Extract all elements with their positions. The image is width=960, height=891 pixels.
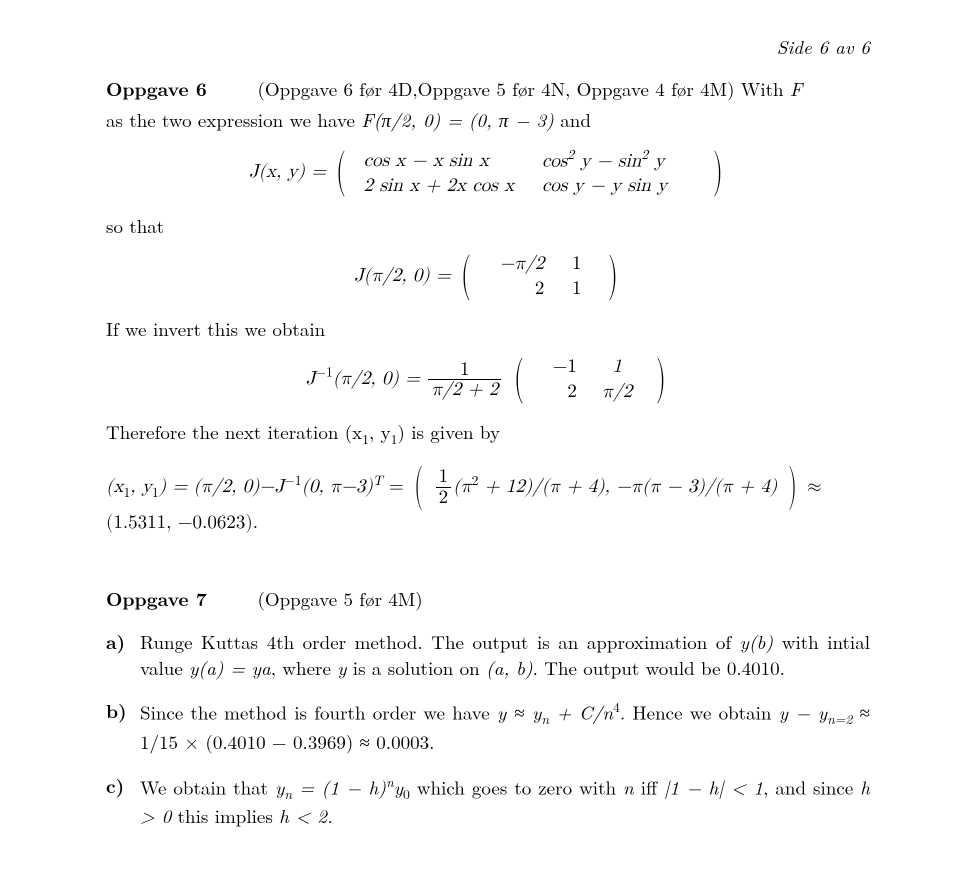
c-t2: which goes to zero with (410, 773, 623, 800)
problem-7-heading: Oppgave 7 (Oppgave 5 før 4M) (106, 586, 870, 612)
item-body-a: Runge Kuttas 4th order method. The outpu… (140, 629, 870, 680)
eq3-lhs-j: J (306, 369, 316, 388)
b-t1: Since the method is fourth order we have (140, 699, 497, 726)
a-t3: , where (271, 654, 338, 681)
paren-open-icon: ( (336, 148, 346, 194)
eq4-a: (x (106, 477, 123, 496)
eq4-c: ) = (π/2, 0)−J (159, 477, 284, 496)
problem-7-b: b) Since the method is fourth order we h… (106, 698, 870, 754)
problem-6-intro: Oppgave 6 (Oppgave 6 før 4D,Oppgave 5 fø… (106, 76, 870, 102)
page-header: Side 6 av 6 (106, 34, 870, 60)
fraction-2: 1 2 (436, 467, 452, 508)
item-body-b: Since the method is fourth order we have… (140, 698, 870, 754)
intro-and: and (554, 106, 591, 133)
a-yb: y(b) (740, 628, 774, 655)
eq4-g: + 12)/(π + 4), −π(π − 3)/(π + 4) (478, 477, 777, 496)
problem-6-intro-line2: as the two expression we have F(π/2, 0) … (106, 107, 870, 133)
m3-21: 2 (535, 380, 583, 405)
frac1-num: 1 (428, 360, 501, 380)
item-body-c: We obtain that yn = (1 − h)ny0 which goe… (140, 773, 870, 829)
b-eq2: y − y (779, 699, 827, 726)
m1-11: cos x − x sin x (358, 149, 530, 174)
m1-12: cos2 y − sin2 y (536, 147, 702, 174)
problem-7-a: a) Runge Kuttas 4th order method. The ou… (106, 629, 870, 680)
paren-close-icon: ) (713, 148, 723, 194)
c-eq1b: = (1 − h) (292, 773, 386, 800)
problem-6-note: (Oppgave 6 før 4D,Oppgave 5 før 4N, Oppg… (257, 75, 789, 102)
a-ya: y(a) = ya (189, 654, 271, 681)
c-t3: iff (634, 773, 664, 800)
item-label-c: c) (106, 773, 140, 829)
paren-open-icon: ( (461, 252, 471, 298)
F-symbol: F (790, 75, 802, 102)
matrix-3: −1 1 2 π/2 (535, 355, 645, 404)
therefore-line: Therefore the next iteration (x1, y1) is… (106, 419, 870, 448)
m2-21: 2 (482, 277, 550, 302)
equation-jacobian-pi2: J(π/2, 0) = ( −π/2 1 2 1 ) (106, 252, 870, 301)
a-ab: (a, b) (486, 654, 533, 681)
a-t5: . The output would be 0.4010. (533, 654, 785, 681)
eq2-lhs: J(π/2, 0) = (354, 266, 457, 285)
intro-cont: as the two expression we have (106, 106, 361, 133)
item-label-b: b) (106, 698, 140, 754)
intro-eq: F(π/2, 0) = (0, π − 3) (361, 106, 554, 133)
c-yn: y (275, 773, 284, 800)
a-t1: Runge Kuttas 4th order method. The outpu… (140, 628, 740, 655)
m1-22: cos y − y sin y (536, 174, 702, 199)
m1-21: 2 sin x + 2x cos x (358, 174, 530, 199)
a-t4: is a solution on (346, 654, 486, 681)
therefore-b: , y (369, 418, 391, 445)
eq4-f: (π (453, 477, 472, 496)
frac1-den: π/2 + 2 (428, 379, 501, 400)
m2-11: −π/2 (482, 252, 550, 277)
m2-22: 1 (557, 277, 597, 302)
c-t4: , and since (763, 773, 860, 800)
equation-jacobian-inv: J −1 (π/2, 0) = 1 π/2 + 2 ( −1 1 2 π/2 ) (106, 355, 870, 404)
frac2-den: 2 (436, 487, 452, 508)
c-abs: |1 − h| < 1 (664, 773, 763, 800)
paren-close-icon: ) (657, 355, 667, 401)
equation-iteration: (x1, y1) = (π/2, 0)−J−1(0, π−3)T = ( 1 2… (106, 466, 870, 536)
matrix-1: cos x − x sin x cos2 y − sin2 y 2 sin x … (358, 147, 702, 199)
fraction-1: 1 π/2 + 2 (428, 360, 501, 401)
problem-6-label: Oppgave 6 (106, 74, 207, 102)
problem-7-label: Oppgave 7 (106, 584, 207, 612)
problem-7-c: c) We obtain that yn = (1 − h)ny0 which … (106, 773, 870, 829)
eq4-b: , y (130, 477, 152, 496)
c-t1: We obtain that (140, 773, 275, 800)
m2-12: 1 (557, 252, 597, 277)
big-paren-open-icon: ( (414, 464, 423, 508)
if-we-invert: If we invert this we obtain (106, 316, 870, 342)
frac2-num: 1 (436, 467, 452, 487)
eq4-d: (0, π−3) (302, 477, 373, 496)
therefore-c: ) is given by (397, 418, 500, 445)
therefore-a: Therefore the next iteration (x (106, 418, 362, 445)
big-paren-close-icon: ) (788, 464, 797, 508)
equation-jacobian-xy: J(x, y) = ( cos x − x sin x cos2 y − sin… (106, 147, 870, 199)
c-n: n (623, 773, 634, 800)
m3-11: −1 (535, 355, 583, 380)
b-eq1: y ≈ y (497, 699, 541, 726)
item-label-a: a) (106, 629, 140, 680)
eq3-lhs-rest: (π/2, 0) = (333, 369, 426, 388)
m3-22: π/2 (589, 380, 645, 405)
c-hlt2: h < 2. (279, 802, 333, 829)
m3-12: 1 (589, 355, 645, 380)
c-y0: y (394, 773, 403, 800)
eq4-e: = (383, 477, 410, 496)
paren-open-icon: ( (514, 355, 524, 401)
problem-7-note: (Oppgave 5 før 4M) (257, 585, 422, 612)
c-t5: this implies (171, 802, 279, 829)
b-eq1b: + C/n (549, 699, 613, 726)
paren-close-icon: ) (608, 252, 618, 298)
eq1-lhs: J(x, y) = (249, 162, 333, 181)
b-t2: . Hence we obtain (620, 699, 779, 726)
document-page: Side 6 av 6 Oppgave 6 (Oppgave 6 før 4D,… (0, 0, 960, 891)
matrix-2: −π/2 1 2 1 (482, 252, 596, 301)
so-that: so that (106, 213, 870, 239)
